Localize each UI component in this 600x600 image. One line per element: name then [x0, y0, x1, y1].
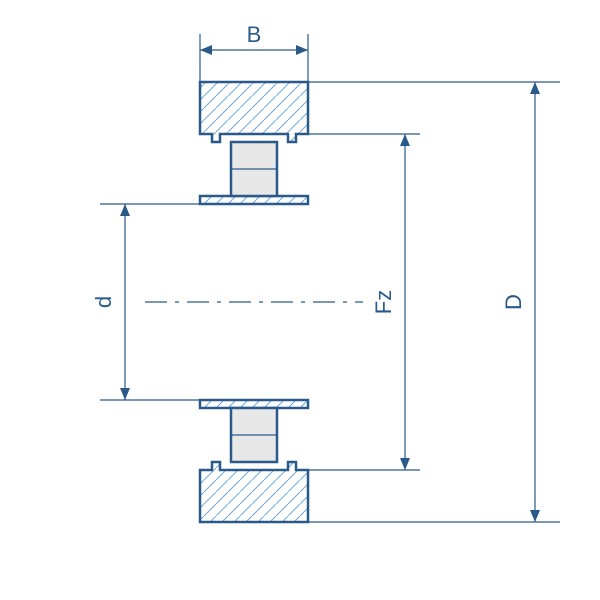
- arrow-head: [400, 134, 410, 146]
- arrow-head: [530, 510, 540, 522]
- arrow-head: [120, 388, 130, 400]
- label-d: d: [91, 296, 116, 308]
- arrow-head: [200, 45, 212, 55]
- bearing-cross-section-diagram: Bd Fz D: [0, 0, 600, 600]
- label-D: D: [501, 294, 526, 310]
- arrow-head: [120, 204, 130, 216]
- outer-ring-lower: [200, 462, 308, 522]
- arrow-head: [400, 458, 410, 470]
- label-B: B: [247, 22, 262, 47]
- outer-ring-upper: [200, 82, 308, 142]
- arrow-head: [530, 82, 540, 94]
- label-Fz: Fz: [371, 290, 396, 314]
- arrow-head: [296, 45, 308, 55]
